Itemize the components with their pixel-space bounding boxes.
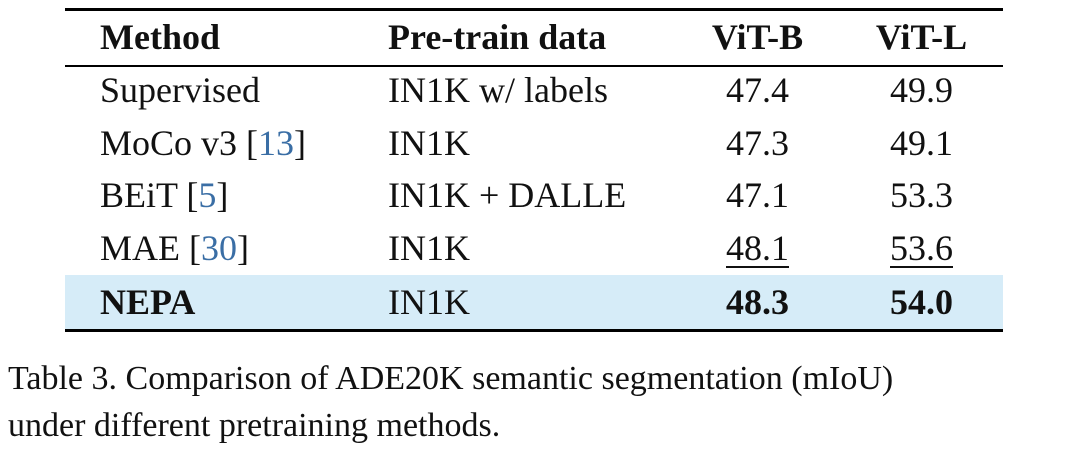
value: 53.3: [890, 175, 953, 215]
data-cell: IN1K + DALLE: [388, 175, 627, 215]
method-text: MoCo v3 [: [100, 122, 259, 163]
method-cell: BEiT [5]: [100, 169, 228, 221]
value: 54.0: [890, 282, 953, 322]
value: 48.3: [726, 282, 789, 322]
header-cell: ViT-B: [711, 17, 804, 57]
method-text: ]: [216, 175, 229, 215]
data-cell: IN1K: [388, 227, 470, 268]
value-cell: 49.1: [864, 117, 979, 169]
header-cell: ViT-L: [875, 17, 968, 57]
data-cell: IN1K: [388, 122, 470, 163]
top-rule: [65, 8, 1003, 11]
data-cell: IN1K w/ labels: [388, 70, 608, 110]
value: 47.3: [726, 122, 789, 163]
value: 49.1: [890, 122, 953, 163]
value-cell: 53.3: [864, 169, 979, 221]
value-cell: 54.0: [864, 276, 979, 328]
method-cell: MoCo v3 [13]: [100, 117, 306, 169]
method-cell: Supervised: [100, 64, 260, 116]
method-cell: MAE [30]: [100, 222, 249, 274]
citation: 13: [258, 122, 295, 163]
value-cell: 47.1: [700, 169, 815, 221]
method-text: MAE [: [100, 227, 201, 268]
header-cell: Pre-train data: [388, 17, 607, 57]
method-text: ]: [294, 122, 307, 163]
value: 49.9: [890, 70, 953, 110]
value-cell: 47.4: [700, 64, 815, 116]
value-cell: 49.9: [864, 64, 979, 116]
header-cell: Method: [100, 17, 220, 57]
method-text: NEPA: [100, 282, 196, 322]
highlight-row: [65, 275, 1003, 330]
data-cell: IN1K: [388, 282, 470, 322]
value: 48.1: [726, 227, 789, 268]
value-cell: 48.3: [700, 276, 815, 328]
caption-line: under different pretraining methods.: [8, 407, 501, 444]
value: 53.6: [890, 227, 953, 268]
citation: 5: [198, 175, 217, 215]
header-rule: [65, 65, 1003, 67]
value-cell: 48.1: [700, 222, 815, 274]
value: 47.1: [726, 175, 789, 215]
bottom-rule: [65, 329, 1003, 332]
method-text: BEiT [: [100, 175, 199, 215]
value-cell: 47.3: [700, 117, 815, 169]
value-cell: 53.6: [864, 222, 979, 274]
caption-line: Table 3. Comparison of ADE20K semantic s…: [8, 360, 894, 397]
method-cell: NEPA: [100, 276, 195, 328]
value: 47.4: [726, 70, 789, 110]
method-text: Supervised: [100, 70, 260, 110]
method-text: ]: [237, 227, 249, 268]
citation: 30: [201, 227, 237, 268]
